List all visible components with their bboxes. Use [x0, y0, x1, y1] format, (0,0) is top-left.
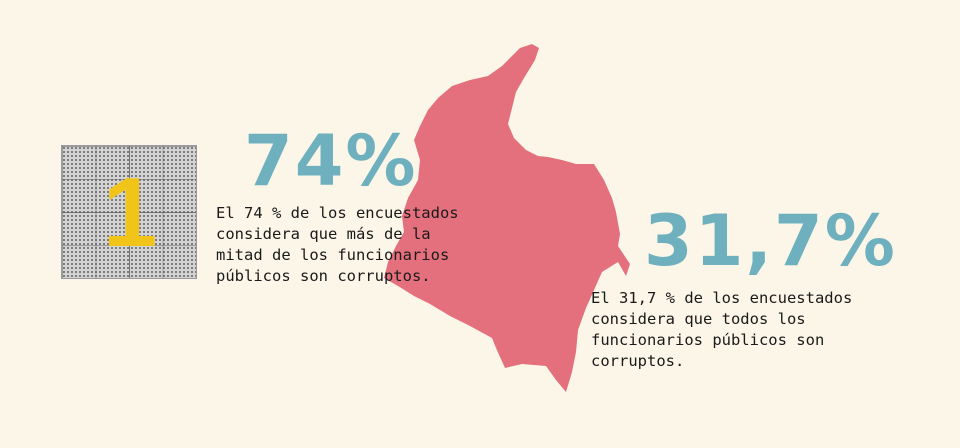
stat-description-74: El 74 % de los encuestados considera que …: [216, 203, 459, 287]
stat-description-line: mitad de los funcionarios: [216, 246, 450, 264]
number-badge: 1: [61, 145, 197, 279]
stat-description-line: considera que más de la: [216, 225, 431, 243]
badge-number: 1: [102, 157, 158, 267]
stat-percent-74: 74%: [244, 120, 418, 202]
stat-description-line: corruptos.: [591, 352, 685, 370]
stat-description-31-7: El 31,7 % de los encuestados considera qu…: [591, 288, 852, 372]
stat-description-line: considera que todos los: [591, 310, 806, 328]
stat-description-line: públicos son corruptos.: [216, 267, 431, 285]
stat-percent-31-7: 31,7%: [644, 200, 897, 282]
stat-description-line: funcionarios públicos son: [591, 331, 825, 349]
stat-description-line: El 74 % de los encuestados: [216, 204, 459, 222]
badge-grid-pattern: [62, 146, 196, 278]
stat-description-line: El 31,7 % de los encuestados: [591, 289, 853, 307]
